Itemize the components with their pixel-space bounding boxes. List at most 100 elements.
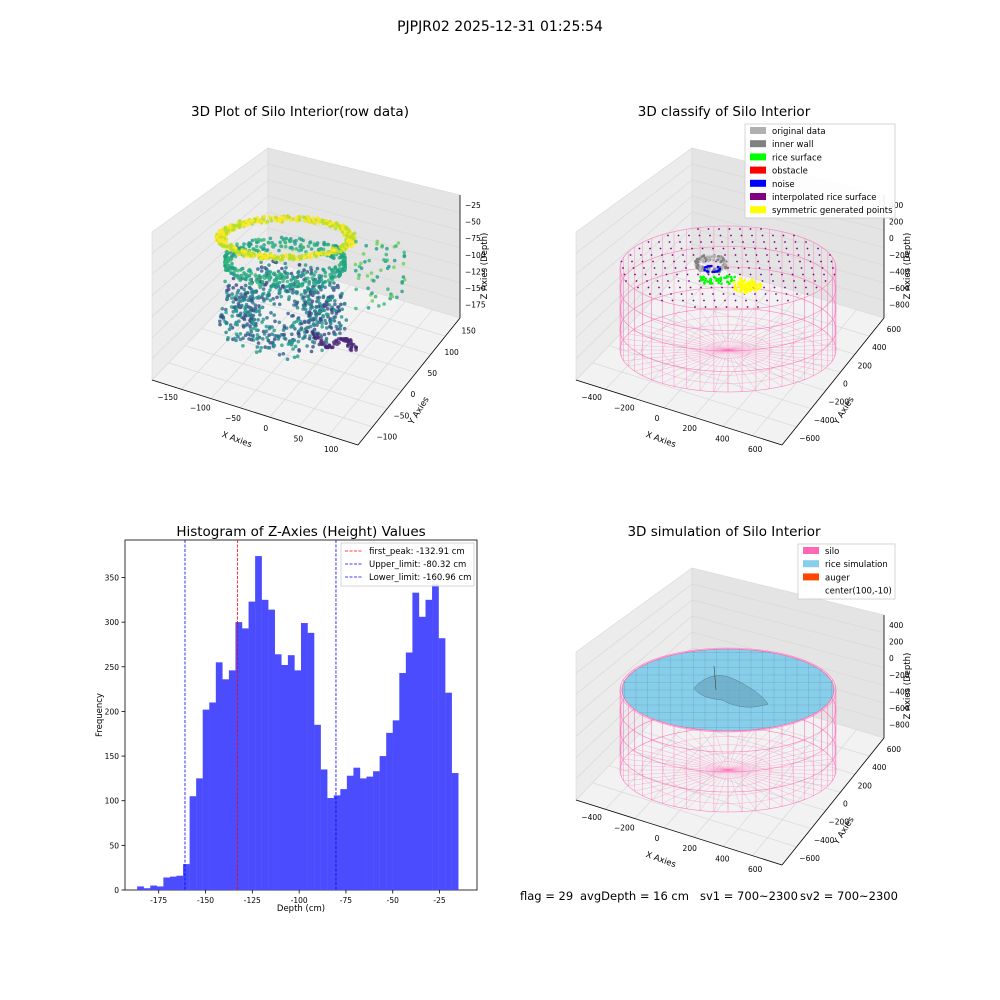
rice-surface-point [730, 279, 733, 283]
panel1-z-label: Z Axies (Depth) [480, 233, 490, 300]
silo-floor-spoke [699, 309, 729, 351]
data-point [237, 319, 241, 324]
data-point [314, 314, 319, 318]
data-point [320, 342, 325, 347]
grid-line [658, 293, 855, 355]
interpolated-point [749, 228, 752, 230]
x-tick-label: −150 [157, 393, 178, 402]
interpolated-point [776, 299, 779, 302]
panel1-x-label: X Axies [220, 430, 253, 450]
data-point [315, 296, 320, 300]
data-point [274, 218, 278, 223]
histogram-bar [196, 778, 203, 890]
histogram-bar [399, 673, 407, 890]
y-tick-label: −600 [799, 854, 820, 863]
data-point [240, 249, 244, 253]
silo-floor-spoke [713, 728, 729, 771]
data-point [248, 294, 253, 299]
data-point [272, 271, 277, 276]
data-point [314, 305, 319, 309]
histogram-bar [202, 709, 210, 890]
histogram-bar [314, 724, 321, 890]
data-point [341, 223, 345, 227]
data-point [282, 269, 287, 274]
data-point [277, 248, 281, 253]
interpolated-point [661, 299, 663, 302]
interpolated-point [688, 280, 690, 282]
interpolated-point [746, 306, 749, 308]
data-point [309, 349, 314, 354]
histogram-bar [235, 622, 243, 890]
inner-wall-point [698, 257, 701, 260]
x-tick-label: 0 [655, 414, 660, 423]
data-point [231, 276, 236, 281]
x-tick-label: 600 [748, 865, 763, 874]
data-point [265, 254, 270, 259]
data-point [289, 325, 293, 329]
data-point [262, 332, 267, 336]
data-point [230, 314, 234, 318]
histogram-bar [386, 732, 393, 890]
silo-floor-spoke [727, 344, 836, 351]
interpolated-point [806, 293, 809, 295]
silo-floor-spoke [727, 349, 836, 356]
data-point [303, 218, 307, 223]
data-point [296, 339, 301, 344]
data-point [260, 280, 265, 284]
data-point [354, 268, 358, 273]
y-tick-label: 50 [109, 841, 119, 850]
panel-classify: 3D classify of Silo Interior −400 −200 0 20… [575, 104, 913, 454]
interpolated-point [629, 254, 632, 256]
y-tick-label: 0 [114, 886, 119, 895]
histogram-bar [392, 720, 400, 890]
data-point [279, 294, 284, 299]
data-point [278, 240, 283, 245]
interpolated-point [821, 267, 824, 269]
interpolated-point [757, 306, 759, 308]
data-point [272, 328, 277, 333]
data-point [295, 305, 300, 310]
silo-floor-ring [706, 761, 750, 779]
y-tick-label: −600 [799, 434, 820, 443]
inner-wall-point [712, 258, 715, 262]
interpolated-point [742, 241, 744, 243]
data-point [273, 319, 277, 324]
silo-floor-spoke [651, 769, 729, 800]
data-point [328, 273, 332, 277]
data-point [249, 271, 254, 276]
data-point [224, 330, 228, 335]
silo-floor-spoke [620, 349, 729, 356]
interpolated-point [757, 260, 759, 263]
data-point [225, 249, 230, 254]
y-tick-label: −100 [377, 432, 398, 441]
data-point [312, 291, 317, 295]
data-point [309, 272, 313, 276]
interpolated-point [668, 286, 671, 289]
data-point [284, 217, 289, 222]
legend-label: center(100,-10) [825, 587, 892, 597]
data-point [333, 271, 337, 275]
data-point [236, 250, 241, 254]
data-point [229, 244, 233, 249]
histogram-bar [261, 599, 269, 890]
data-point [283, 240, 287, 244]
data-point [296, 270, 300, 275]
data-point [342, 260, 347, 264]
data-point [277, 353, 282, 357]
data-point [221, 240, 225, 244]
rice-surface-point [709, 277, 712, 281]
data-point [286, 311, 290, 316]
data-point [255, 253, 260, 257]
silo-floor-spoke [727, 769, 805, 800]
data-point [313, 269, 318, 274]
silo-floor-spoke [727, 316, 794, 351]
data-point [218, 322, 222, 327]
data-point [291, 291, 295, 295]
data-point [307, 310, 312, 314]
interpolated-point [680, 247, 683, 250]
data-point [347, 342, 351, 346]
data-point [242, 287, 246, 292]
y-tick-label: 200 [858, 361, 873, 370]
panel-histogram: Histogram of Z-Axies (Height) Values -17… [95, 524, 478, 914]
data-point [311, 322, 316, 326]
